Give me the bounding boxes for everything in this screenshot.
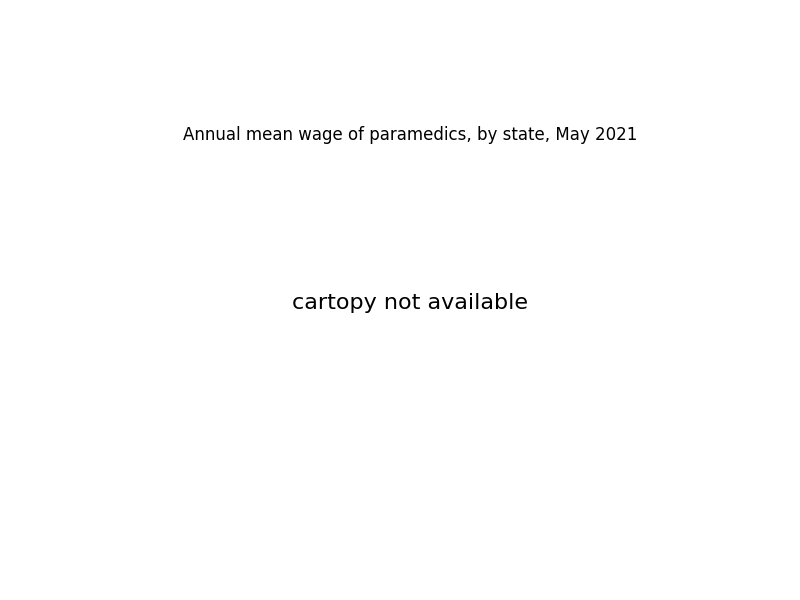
Text: cartopy not available: cartopy not available — [292, 293, 528, 313]
Title: Annual mean wage of paramedics, by state, May 2021: Annual mean wage of paramedics, by state… — [183, 125, 637, 143]
